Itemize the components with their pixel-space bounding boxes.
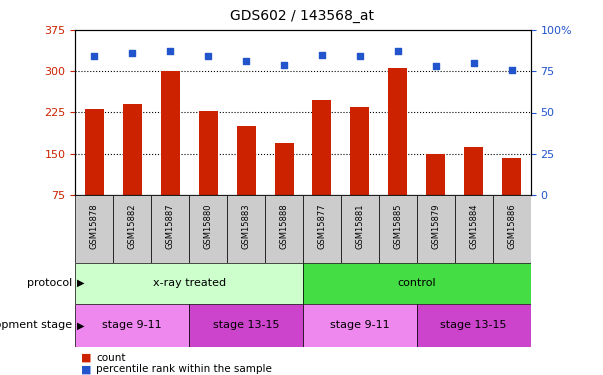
Bar	[189, 195, 227, 262]
Bar	[417, 195, 455, 262]
Text: control: control	[397, 278, 436, 288]
Text: stage 9-11: stage 9-11	[103, 320, 162, 330]
Text: count: count	[96, 353, 126, 363]
Bar	[236, 126, 256, 195]
Text: GSM15881: GSM15881	[355, 203, 364, 249]
Point	[355, 53, 365, 59]
Text: ▶: ▶	[77, 320, 84, 330]
Bar	[274, 143, 294, 195]
Point	[393, 48, 403, 54]
Text: ■: ■	[81, 353, 92, 363]
Point	[279, 62, 289, 68]
Bar	[227, 195, 265, 262]
Bar	[426, 154, 445, 195]
Text: ▶: ▶	[77, 278, 84, 288]
Bar	[388, 69, 408, 195]
Bar	[75, 262, 303, 304]
Text: ■: ■	[81, 364, 92, 374]
Point	[431, 63, 441, 69]
Text: GSM15888: GSM15888	[280, 203, 289, 249]
Bar	[75, 195, 113, 262]
Bar	[151, 195, 189, 262]
Bar	[189, 304, 303, 347]
Bar	[161, 71, 180, 195]
Text: GSM15885: GSM15885	[393, 203, 402, 249]
Text: GSM15879: GSM15879	[431, 203, 440, 249]
Text: x-ray treated: x-ray treated	[153, 278, 226, 288]
Text: stage 13-15: stage 13-15	[213, 320, 279, 330]
Bar	[265, 195, 303, 262]
Bar	[85, 109, 104, 195]
Bar	[303, 304, 417, 347]
Text: stage 9-11: stage 9-11	[330, 320, 390, 330]
Text: stage 13-15: stage 13-15	[440, 320, 507, 330]
Bar	[417, 304, 531, 347]
Point	[203, 53, 213, 59]
Point	[507, 67, 517, 73]
Point	[317, 52, 327, 58]
Bar	[493, 195, 531, 262]
Bar	[455, 195, 493, 262]
Point	[165, 48, 175, 54]
Text: GSM15886: GSM15886	[507, 203, 516, 249]
Text: percentile rank within the sample: percentile rank within the sample	[96, 364, 273, 374]
Point	[469, 60, 479, 66]
Bar	[75, 304, 189, 347]
Bar	[303, 195, 341, 262]
Text: GSM15884: GSM15884	[469, 203, 478, 249]
Text: GSM15877: GSM15877	[317, 203, 326, 249]
Text: GSM15887: GSM15887	[166, 203, 175, 249]
Bar	[464, 147, 483, 195]
Point	[89, 53, 99, 59]
Bar	[113, 195, 151, 262]
Text: development stage: development stage	[0, 320, 72, 330]
Text: GSM15880: GSM15880	[204, 203, 213, 249]
Bar	[303, 262, 531, 304]
Text: GDS602 / 143568_at: GDS602 / 143568_at	[230, 9, 373, 23]
Text: GSM15883: GSM15883	[242, 203, 251, 249]
Text: GSM15878: GSM15878	[90, 203, 99, 249]
Point	[241, 58, 251, 64]
Bar	[350, 107, 370, 195]
Bar	[502, 158, 521, 195]
Bar	[341, 195, 379, 262]
Point	[127, 50, 137, 56]
Text: protocol: protocol	[27, 278, 72, 288]
Bar	[198, 111, 218, 195]
Text: GSM15882: GSM15882	[128, 203, 137, 249]
Bar	[379, 195, 417, 262]
Bar	[123, 104, 142, 195]
Bar	[312, 100, 332, 195]
